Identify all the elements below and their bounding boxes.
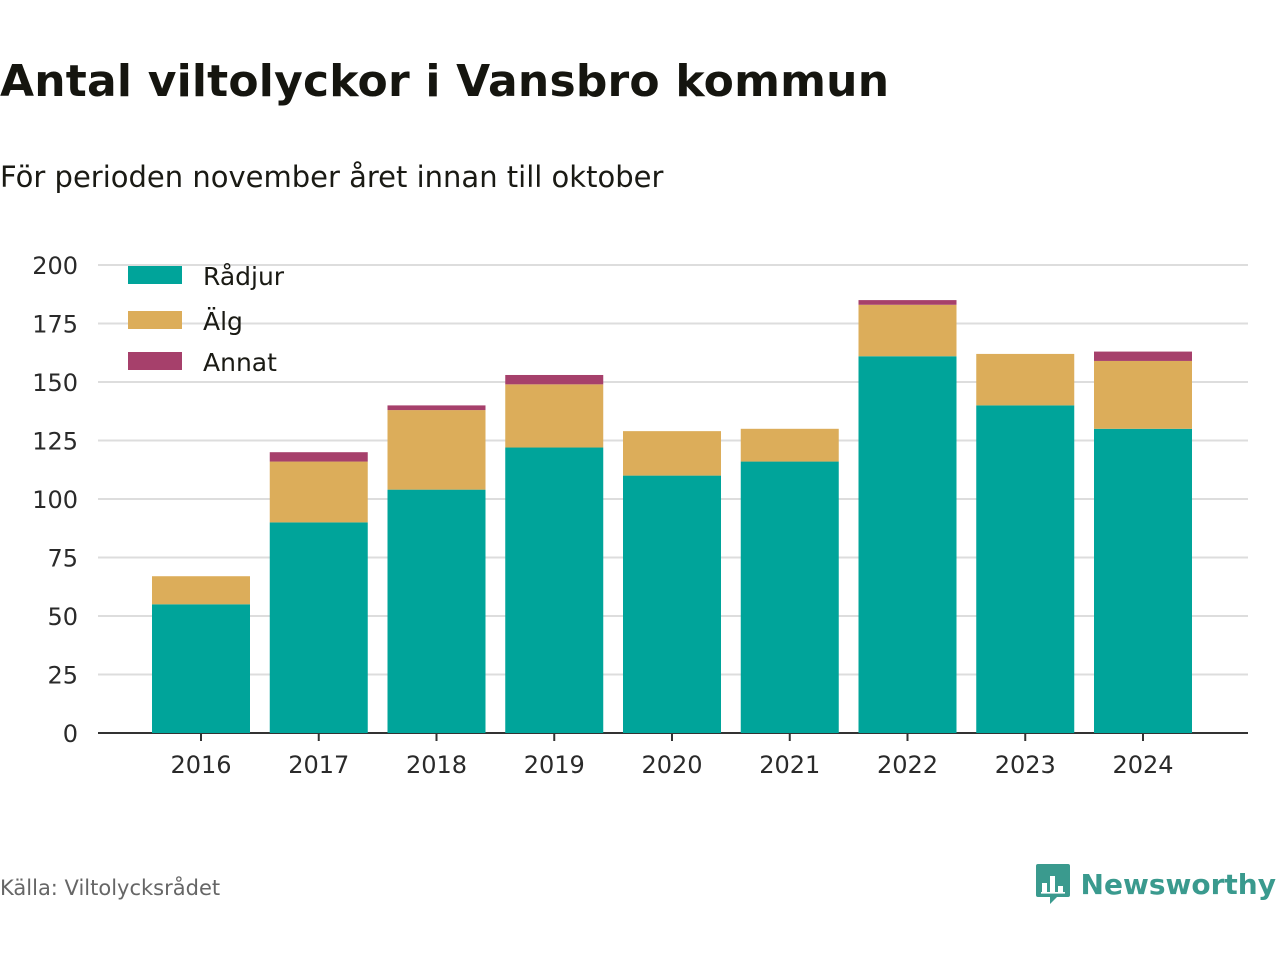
x-axis-ticks: 2016 2017 2018 2019 2020 2021 2022 2023 2024 bbox=[170, 733, 1174, 779]
y-tick-label: 200 bbox=[32, 252, 78, 280]
y-tick-label: 25 bbox=[47, 662, 78, 690]
x-tick-label: 2022 bbox=[877, 751, 938, 779]
bar-2017-älg bbox=[269, 461, 368, 523]
bar-2019-älg bbox=[505, 384, 604, 448]
bar-2020-rådjur bbox=[623, 475, 721, 733]
bar-2017-rådjur bbox=[269, 522, 368, 733]
y-tick-label: 50 bbox=[47, 603, 78, 631]
bar-2019-annat bbox=[505, 374, 604, 385]
x-tick-label: 2017 bbox=[288, 751, 349, 779]
y-tick-label: 150 bbox=[32, 369, 78, 397]
bar-2018-rådjur bbox=[387, 489, 486, 733]
brand-name: Newsworthy bbox=[1080, 867, 1276, 901]
bar-2024-rådjur bbox=[1094, 428, 1192, 733]
bar-2018-älg bbox=[387, 410, 486, 490]
legend-swatch-älg bbox=[128, 311, 182, 329]
x-tick-label: 2016 bbox=[170, 751, 231, 779]
bar-2023-rådjur bbox=[976, 405, 1075, 733]
legend-label: Rådjur bbox=[203, 262, 285, 291]
bar-2023-älg bbox=[976, 353, 1075, 406]
legend-label: Annat bbox=[203, 348, 277, 377]
y-tick-label: 75 bbox=[47, 545, 78, 573]
bar-2021-rådjur bbox=[740, 461, 839, 733]
y-tick-label: 0 bbox=[63, 720, 78, 748]
chart-subtitle: För perioden november året innan till ok… bbox=[0, 160, 664, 194]
bar-2019-rådjur bbox=[505, 447, 604, 733]
x-tick-label: 2023 bbox=[995, 751, 1056, 779]
legend-swatch-annat bbox=[128, 352, 182, 370]
brand-logo: Newsworthy bbox=[1035, 862, 1276, 906]
x-tick-label: 2024 bbox=[1112, 751, 1173, 779]
x-tick-label: 2021 bbox=[759, 751, 820, 779]
legend-swatch-rådjur bbox=[128, 266, 182, 284]
bar-2020-älg bbox=[623, 431, 721, 476]
x-tick-label: 2020 bbox=[641, 751, 702, 779]
y-axis-ticks: 0 25 50 75 100 125 150 175 200 bbox=[32, 252, 78, 748]
legend: Rådjur Älg Annat bbox=[128, 262, 285, 377]
bar-2021-älg bbox=[740, 428, 839, 462]
bar-2016-älg bbox=[152, 576, 250, 605]
source-note: Källa: Viltolycksrådet bbox=[0, 876, 221, 900]
bar-2022-älg bbox=[858, 304, 957, 357]
bar-2022-annat bbox=[858, 300, 957, 305]
bar-2022-rådjur bbox=[858, 356, 957, 733]
y-tick-label: 175 bbox=[32, 311, 78, 339]
bar-2018-annat bbox=[387, 405, 486, 411]
bars bbox=[152, 300, 1192, 733]
y-tick-label: 125 bbox=[32, 428, 78, 456]
bar-2024-älg bbox=[1094, 360, 1192, 429]
bar-2024-annat bbox=[1094, 351, 1192, 361]
bar-2017-annat bbox=[269, 452, 368, 462]
x-tick-label: 2019 bbox=[524, 751, 585, 779]
bar-chart-speech-bubble-icon bbox=[1035, 864, 1070, 904]
chart-title: Antal viltolyckor i Vansbro kommun bbox=[0, 56, 890, 107]
bar-2016-rådjur bbox=[152, 604, 250, 733]
y-tick-label: 100 bbox=[32, 486, 78, 514]
x-tick-label: 2018 bbox=[406, 751, 467, 779]
legend-label: Älg bbox=[203, 307, 243, 336]
